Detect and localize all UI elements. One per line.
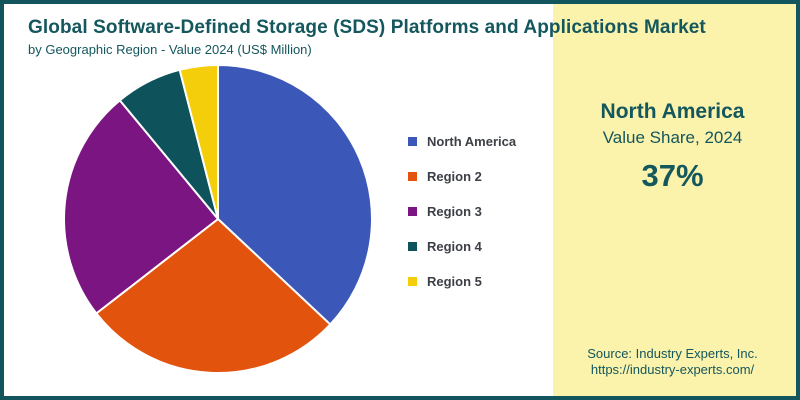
highlight-block: North America Value Share, 2024 37% — [553, 100, 792, 194]
chart-title: Global Software-Defined Storage (SDS) Pl… — [28, 17, 706, 38]
chart-subtitle: by Geographic Region - Value 2024 (US$ M… — [28, 42, 312, 57]
legend-label: Region 5 — [427, 274, 482, 289]
highlight-side-panel — [553, 4, 796, 396]
legend-item-region-4: Region 4 — [408, 229, 516, 264]
legend-swatch-icon — [408, 242, 417, 251]
pie-slice-region-2 — [95, 218, 332, 374]
legend-label: Region 4 — [427, 239, 482, 254]
chart-header: Global Software-Defined Storage (SDS) Pl… — [28, 17, 706, 57]
legend-label: Region 2 — [427, 169, 482, 184]
pie-slice-region-5 — [178, 64, 219, 220]
legend-swatch-icon — [408, 207, 417, 216]
pie-slice-north-america — [217, 64, 373, 326]
legend-item-north-america: North America — [408, 124, 516, 159]
legend-item-region-5: Region 5 — [408, 264, 516, 299]
pie-slice-region-3 — [63, 99, 219, 315]
legend-label: Region 3 — [427, 204, 482, 219]
highlight-share-label: Value Share, 2024 — [602, 128, 743, 147]
legend: North America Region 2 Region 3 Region 4 Reg… — [408, 124, 516, 299]
source-block: Source: Industry Experts, Inc. https://i… — [553, 346, 792, 379]
legend-swatch-icon — [408, 137, 417, 146]
legend-swatch-icon — [408, 172, 417, 181]
pie-chart-svg — [63, 64, 373, 374]
legend-item-region-2: Region 2 — [408, 159, 516, 194]
highlight-region-name: North America — [600, 100, 745, 123]
legend-swatch-icon — [408, 277, 417, 286]
pie-chart — [61, 62, 375, 376]
source-text: Source: Industry Experts, Inc. — [587, 345, 758, 361]
source-url[interactable]: https://industry-experts.com/ — [590, 361, 755, 377]
highlight-share-value: 37% — [641, 158, 704, 193]
legend-label: North America — [427, 134, 517, 149]
legend-item-region-3: Region 3 — [408, 194, 516, 229]
